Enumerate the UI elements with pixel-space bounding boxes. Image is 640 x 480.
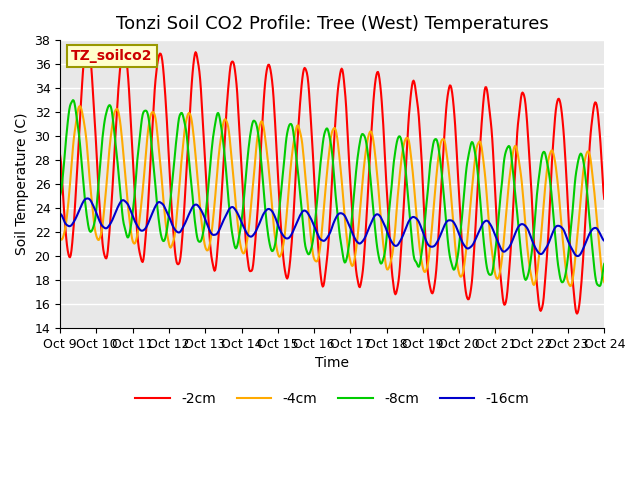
-4cm: [123, 189, 131, 195]
-8cm: [69, 97, 77, 103]
-16cm: [600, 238, 608, 244]
Text: TZ_soilco2: TZ_soilco2: [71, 49, 152, 63]
-8cm: [178, 110, 186, 116]
-2cm: [178, 239, 186, 244]
Legend: -2cm, -4cm, -8cm, -16cm: -2cm, -4cm, -8cm, -16cm: [130, 387, 535, 412]
-4cm: [415, 238, 422, 244]
-2cm: [66, 254, 74, 260]
Line: -2cm: -2cm: [60, 46, 604, 313]
-8cm: [123, 233, 131, 239]
-8cm: [66, 103, 74, 109]
X-axis label: Time: Time: [316, 356, 349, 370]
-4cm: [207, 236, 214, 241]
-2cm: [399, 216, 407, 222]
-2cm: [415, 114, 422, 120]
-4cm: [76, 103, 84, 109]
-8cm: [600, 261, 608, 267]
-16cm: [178, 226, 186, 232]
Y-axis label: Soil Temperature (C): Soil Temperature (C): [15, 113, 29, 255]
-2cm: [123, 59, 131, 65]
-2cm: [207, 248, 214, 253]
-8cm: [596, 283, 604, 289]
-8cm: [415, 264, 422, 270]
-16cm: [84, 195, 92, 201]
-16cm: [415, 219, 422, 225]
-16cm: [56, 211, 64, 216]
-16cm: [399, 233, 407, 239]
-8cm: [399, 146, 407, 152]
-16cm: [123, 200, 131, 206]
Line: -8cm: -8cm: [60, 100, 604, 286]
-2cm: [600, 196, 608, 202]
-4cm: [178, 153, 186, 159]
Title: Tonzi Soil CO2 Profile: Tree (West) Temperatures: Tonzi Soil CO2 Profile: Tree (West) Temp…: [116, 15, 548, 33]
-8cm: [207, 156, 214, 162]
-4cm: [399, 146, 407, 152]
-2cm: [573, 311, 581, 316]
-4cm: [600, 279, 608, 285]
Line: -16cm: -16cm: [60, 198, 604, 256]
-4cm: [566, 283, 574, 289]
-8cm: [56, 192, 64, 198]
-4cm: [56, 236, 64, 242]
Line: -4cm: -4cm: [60, 106, 604, 286]
-16cm: [574, 253, 582, 259]
-2cm: [83, 43, 90, 49]
-2cm: [56, 153, 64, 158]
-16cm: [66, 223, 74, 229]
-16cm: [207, 229, 214, 235]
-4cm: [66, 181, 74, 187]
